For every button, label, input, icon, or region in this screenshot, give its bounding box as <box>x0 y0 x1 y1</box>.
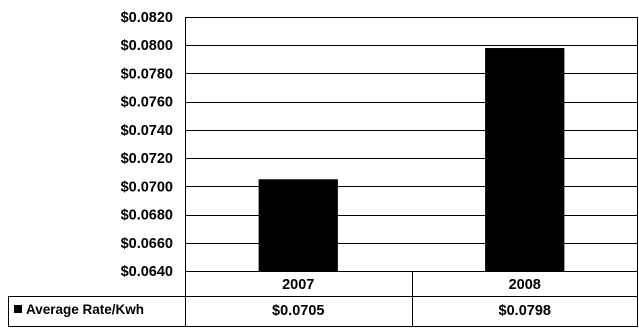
bar <box>258 179 338 271</box>
y-tick-label: $0.0720 <box>121 151 173 167</box>
y-tick-label: $0.0820 <box>121 10 173 26</box>
y-tick-label: $0.0780 <box>121 66 173 82</box>
y-tick-label: $0.0660 <box>121 236 173 252</box>
legend-swatch <box>14 305 22 313</box>
data-table-value: $0.0705 <box>272 303 324 319</box>
y-tick-label: $0.0800 <box>121 38 173 54</box>
y-tick-label: $0.0760 <box>121 95 173 111</box>
x-tick-label: 2008 <box>509 277 541 293</box>
data-table-value: $0.0798 <box>499 303 551 319</box>
y-tick-label: $0.0700 <box>121 179 173 195</box>
bar <box>485 48 565 271</box>
y-tick-label: $0.0680 <box>121 208 173 224</box>
x-tick-label: 2007 <box>282 277 314 293</box>
y-tick-label: $0.0640 <box>121 264 173 280</box>
y-tick-label: $0.0740 <box>121 123 173 139</box>
legend-label: Average Rate/Kwh <box>26 302 144 317</box>
